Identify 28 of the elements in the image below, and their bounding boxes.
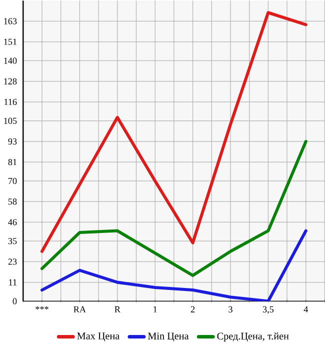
- x-tick-label: 3: [228, 306, 232, 312]
- y-tick-label: 35: [8, 238, 17, 244]
- legend-label: Max Цена: [77, 332, 120, 342]
- legend-label: Сред.Цена, т.йен: [217, 332, 289, 342]
- x-tick-label: R: [114, 306, 120, 312]
- y-tick-label: 23: [8, 258, 17, 265]
- y-tick-label: 0: [12, 298, 17, 304]
- y-tick-label: 116: [4, 98, 17, 106]
- x-tick-label: ***: [36, 306, 48, 310]
- y-tick-label: 105: [4, 118, 17, 124]
- line-series: [40, 229, 308, 302]
- y-tick-label: 93: [8, 138, 17, 145]
- y-tick-label: 11: [8, 279, 16, 286]
- y-tick-label: 151: [4, 38, 16, 45]
- y-tick-label: 46: [8, 219, 17, 226]
- x-tick-label: 3,5: [262, 306, 274, 314]
- x-tick-label: 4: [304, 306, 308, 312]
- y-tick-label: 128: [4, 78, 17, 84]
- x-tick-label: 1: [154, 306, 157, 312]
- y-tick-label: 163: [4, 18, 17, 24]
- line-series: [40, 11, 308, 253]
- legend-label: Min Цена: [148, 332, 189, 342]
- y-tick-label: 140: [4, 58, 17, 64]
- x-tick-label: 2: [190, 306, 194, 312]
- x-tick-label: RA: [74, 306, 86, 312]
- y-tick-label: 81: [8, 158, 16, 166]
- y-tick-label: 58: [8, 198, 17, 205]
- y-tick-label: 70: [8, 178, 17, 184]
